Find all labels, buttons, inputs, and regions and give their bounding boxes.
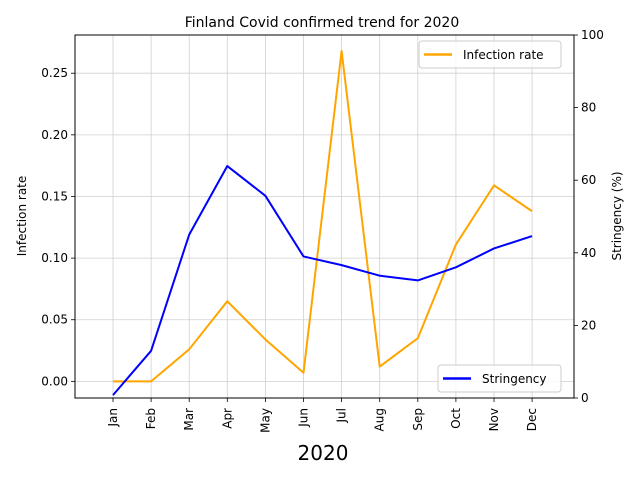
series-line-stringency <box>112 165 533 396</box>
left-y-tick-label: 0.05 <box>41 313 68 327</box>
x-tick-label: Feb <box>144 408 158 429</box>
legend-stringency: Stringency <box>437 364 562 393</box>
x-tick-label: Jan <box>106 408 120 428</box>
left-y-tick-label: 0.10 <box>41 251 68 265</box>
x-tick-label: Jun <box>297 408 311 428</box>
series-line-infection-rate <box>113 50 533 383</box>
x-axis-ticks: Jan Feb Mar Apr May Jun Jul Aug Sep Oct Nov Dec <box>106 398 539 433</box>
right-y-tick-label: 100 <box>581 28 604 42</box>
right-y-tick-label: 40 <box>581 246 596 260</box>
chart-title: Finland Covid confirmed trend for 2020 <box>185 15 459 31</box>
left-y-axis-ticks: 0.00 0.05 0.10 0.15 0.20 0.25 <box>41 66 75 388</box>
legend-infection-rate: Infection rate <box>418 40 562 69</box>
x-tick-label: Aug <box>373 408 387 431</box>
right-y-tick-label: 60 <box>581 173 596 187</box>
x-tick-label: Jul <box>335 408 349 423</box>
x-axis-label: 2020 <box>298 441 349 465</box>
left-y-tick-label: 0.25 <box>41 66 68 80</box>
x-tick-label: Apr <box>220 408 234 429</box>
left-y-axis-label: Infection rate <box>15 176 29 257</box>
x-tick-label: Nov <box>487 408 501 431</box>
right-y-axis-label: Stringency (%) <box>610 171 624 260</box>
left-y-tick-label: 0.15 <box>41 189 68 203</box>
series-lines <box>112 50 533 396</box>
right-y-axis-ticks: 0 20 40 60 80 100 <box>574 28 604 405</box>
left-y-tick-label: 0.20 <box>41 128 68 142</box>
right-y-tick-label: 0 <box>581 391 589 405</box>
left-y-tick-label: 0.00 <box>41 374 68 388</box>
grid-lines <box>75 35 574 398</box>
right-y-tick-label: 80 <box>581 101 596 115</box>
x-tick-label: Dec <box>525 408 539 431</box>
right-y-tick-label: 20 <box>581 318 596 332</box>
plot-frame <box>74 34 575 399</box>
x-tick-label: Sep <box>411 408 425 431</box>
x-tick-label: May <box>258 408 272 433</box>
legend-label-stringency: Stringency <box>482 372 547 386</box>
x-tick-label: Oct <box>449 408 463 429</box>
x-tick-label: Mar <box>182 408 196 431</box>
legend-label-infection-rate: Infection rate <box>463 48 544 62</box>
